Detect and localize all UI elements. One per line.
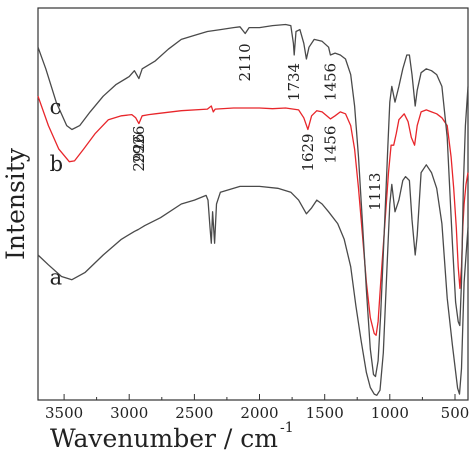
x-tick-label: 2000 bbox=[240, 404, 278, 422]
peak-label-1113-b: 1113 bbox=[366, 173, 384, 211]
x-axis-label-superscript: -1 bbox=[280, 420, 294, 436]
x-tick-label: 500 bbox=[441, 404, 470, 422]
x-tick-label: 1500 bbox=[306, 404, 344, 422]
x-axis-label: Wavenumber / cm bbox=[50, 424, 278, 453]
peak-label-1734-c: 1734 bbox=[285, 63, 303, 101]
x-tick-label: 1000 bbox=[371, 404, 409, 422]
peak-label-1629-b: 1629 bbox=[299, 133, 317, 171]
spectrum-line-b bbox=[37, 95, 469, 336]
x-tick-label: 2500 bbox=[175, 404, 213, 422]
series-label-a: a bbox=[50, 266, 63, 290]
peak-label-1456-c: 1456 bbox=[321, 63, 339, 101]
peak-label-2926-c: 2926 bbox=[130, 133, 148, 171]
peak-label-2926-b: 2926 bbox=[130, 126, 148, 164]
x-axis-ticks: 3500 3000 2500 2000 1500 1000 500 bbox=[45, 394, 469, 422]
peak-label-1456-b: 1456 bbox=[321, 126, 339, 164]
series-layer bbox=[37, 23, 469, 396]
plot-frame bbox=[37, 7, 469, 401]
series-label-c: c bbox=[50, 95, 62, 119]
series-label-b: b bbox=[50, 152, 63, 176]
spectrum-line-c bbox=[37, 23, 469, 378]
x-tick-label: 3000 bbox=[110, 404, 148, 422]
x-tick-label: 3500 bbox=[45, 404, 83, 422]
y-axis-label: Intensity bbox=[1, 147, 30, 260]
peak-label-2110-c: 2110 bbox=[236, 43, 254, 81]
spectrum-line-a bbox=[37, 164, 469, 396]
